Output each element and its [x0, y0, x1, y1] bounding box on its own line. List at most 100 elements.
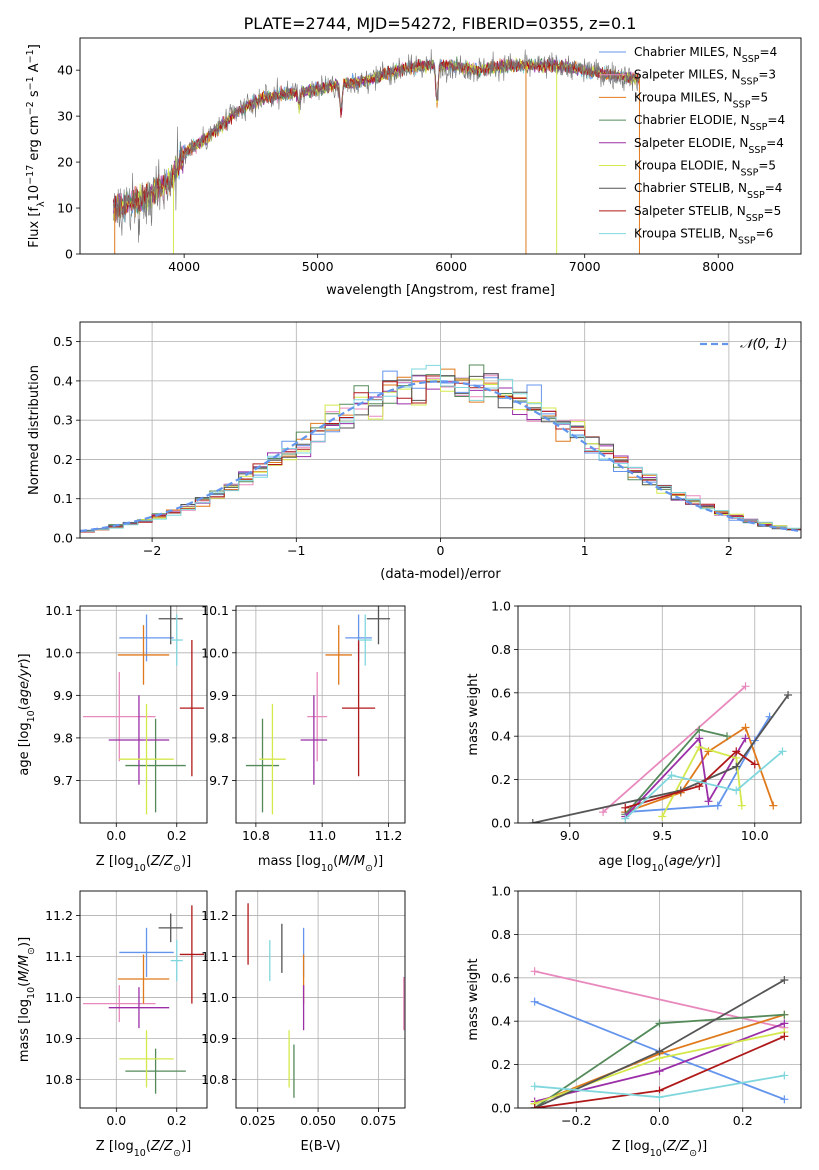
normal-legend-label: 𝒩(0, 1): [740, 337, 787, 352]
mass-weight-marker: [695, 743, 704, 752]
x-tick-label: 11.0: [308, 828, 336, 843]
histogram-series: [80, 364, 801, 532]
axes-frame: [79, 890, 208, 1109]
y-tick-label: 0.5: [53, 334, 73, 349]
y-tick-label: 11.1: [45, 949, 73, 964]
mass-weight-marker: [723, 732, 732, 741]
mass-weight-marker: [780, 975, 789, 984]
y-tick-label: 10.9: [201, 1031, 229, 1046]
mass-weight-marker: [741, 734, 750, 743]
mass-weight-marker: [528, 819, 537, 823]
y-tick-label: 10.8: [201, 1072, 229, 1087]
y-tick-label: 0: [65, 247, 73, 262]
y-tick-label: 0.6: [491, 970, 511, 985]
mass-weight-marker: [737, 801, 746, 810]
mass-vs-Z-xlabel: Z [log10(Z/Z⊙)]: [96, 1139, 191, 1159]
x-tick-label: 11.2: [375, 828, 403, 843]
x-tick-label: 0.2: [167, 1113, 187, 1128]
x-tick-label: 1: [581, 543, 589, 558]
y-tick-label: 0.0: [491, 816, 511, 831]
mass-weight-vs-Z-series: [530, 967, 789, 1108]
mass-weight-marker: [530, 997, 539, 1006]
x-tick-label: 9.0: [560, 828, 580, 843]
x-tick-label: 0.050: [300, 1113, 336, 1128]
y-tick-label: 10.8: [45, 1072, 73, 1087]
residuals-ylabel: Normed distribution: [27, 365, 42, 495]
y-tick-label: 10.9: [45, 1031, 73, 1046]
y-tick-label: 9.8: [53, 730, 73, 745]
axes-frame: [235, 890, 406, 1109]
mass-weight-line: [624, 750, 784, 820]
y-tick-label: 9.9: [209, 688, 229, 703]
y-tick-label: 0.3: [53, 413, 73, 428]
mass-vs-EBV-panel: 0.025 0.050 0.075 10.8 10.9 11.0 11.1 11.2 E(B-V…: [201, 890, 406, 1154]
y-tick-label: 0.0: [491, 1101, 511, 1116]
age-vs-Z-ylabel: age [log10(age/yr)]: [17, 653, 37, 775]
legend-entry: Kroupa MILES, NSSP=5: [634, 90, 768, 110]
mass-weight-marker: [655, 1019, 664, 1028]
mass-weight-vs-age-ylabel: mass weight: [466, 673, 481, 755]
axes-frame: [79, 321, 802, 539]
mass-vs-Z-points: [83, 905, 204, 1094]
x-tick-label: 0.0: [650, 1113, 670, 1128]
mass-weight-line: [661, 745, 743, 817]
x-tick-label: 0.075: [361, 1113, 397, 1128]
age-vs-Z-points: [83, 606, 204, 815]
mass-weight-marker: [732, 762, 741, 771]
x-tick-label: 0.0: [106, 828, 126, 843]
x-tick-label: 4000: [168, 259, 200, 274]
mass-weight-vs-Z-ylabel: mass weight: [466, 958, 481, 1040]
axes-frame: [517, 605, 802, 824]
figure-title: PLATE=2744, MJD=54272, FIBERID=0355, z=0…: [244, 14, 637, 33]
y-tick-label: 11.0: [201, 990, 229, 1005]
mass-vs-Z-ylabel: mass [log10(M/M⊙)]: [17, 937, 37, 1062]
mass-weight-marker: [778, 747, 787, 756]
y-tick-label: 0.2: [491, 772, 511, 787]
mass-weight-marker: [530, 1082, 539, 1091]
mass-vs-EBV-points: [247, 903, 405, 1098]
mass-weight-marker: [780, 1019, 789, 1028]
normal-reference-curve: [80, 380, 801, 533]
residuals-panel: −2 −1 0 1 2 0.0 0.1 0.2 0.3 0.4 0.5 𝒩(0, 1) (data-mo…: [27, 321, 802, 582]
x-tick-label: 6000: [435, 259, 467, 274]
legend-entry: Chabrier STELIB, NSSP=4: [634, 181, 782, 201]
y-tick-label: 10.1: [201, 603, 229, 618]
y-tick-label: 11.2: [201, 908, 229, 923]
y-tick-label: 0.2: [53, 452, 73, 467]
y-tick-label: 9.7: [209, 773, 229, 788]
spectrum-legend: Chabrier MILES, NSSP=4 Salpeter MILES, NS…: [599, 45, 785, 246]
x-tick-label: 0.2: [733, 1113, 753, 1128]
mass-weight-marker: [621, 803, 630, 812]
y-tick-label: 9.7: [53, 773, 73, 788]
y-tick-label: 10.0: [201, 645, 229, 660]
mass-weight-marker: [741, 723, 750, 732]
legend-entry: Kroupa STELIB, NSSP=6: [634, 227, 773, 247]
mass-weight-marker: [530, 967, 539, 976]
mass-weight-vs-age-series: [528, 682, 793, 823]
mass-weight-marker: [750, 760, 759, 769]
mass-weight-marker: [704, 797, 713, 806]
mass-weight-line: [602, 685, 747, 813]
mass-weight-line: [625, 716, 771, 813]
age-vs-Z-xlabel: Z [log10(Z/Z⊙)]: [96, 854, 191, 874]
mass-weight-marker: [780, 1032, 789, 1041]
y-tick-label: 0.4: [53, 373, 73, 388]
x-tick-label: 10.8: [242, 828, 270, 843]
x-tick-label: 0.0: [106, 1113, 126, 1128]
legend-entry: Chabrier ELODIE, NSSP=4: [634, 113, 785, 133]
y-tick-label: 0.8: [491, 642, 511, 657]
mass-weight-marker: [655, 1093, 664, 1102]
axes-frame: [79, 605, 208, 824]
legend-entry: Chabrier MILES, NSSP=4: [634, 45, 777, 65]
spectrum-lines: [113, 49, 640, 254]
mass-vs-Z-panel: 0.0 0.2 10.8 10.9 11.0 11.1 11.2 Z [log10(Z/Z⊙)…: [17, 890, 208, 1159]
mass-weight-marker: [655, 1067, 664, 1076]
mass-weight-vs-age-panel: 9.0 9.5 10.0 0.0 0.2 0.4 0.6 0.8 1.0 age [log10(a…: [466, 599, 802, 874]
legend-entry: Kroupa ELODIE, NSSP=5: [634, 159, 776, 179]
y-tick-label: 1.0: [491, 599, 511, 614]
y-tick-label: 0.6: [491, 685, 511, 700]
age-vs-Z-panel: 0.0 0.2 9.7 9.8 9.9 10.0 10.1 Z [log10(Z/Z⊙)] ag…: [17, 603, 208, 874]
y-tick-label: 40: [57, 63, 73, 78]
legend-entry: Salpeter ELODIE, NSSP=4: [634, 136, 784, 156]
